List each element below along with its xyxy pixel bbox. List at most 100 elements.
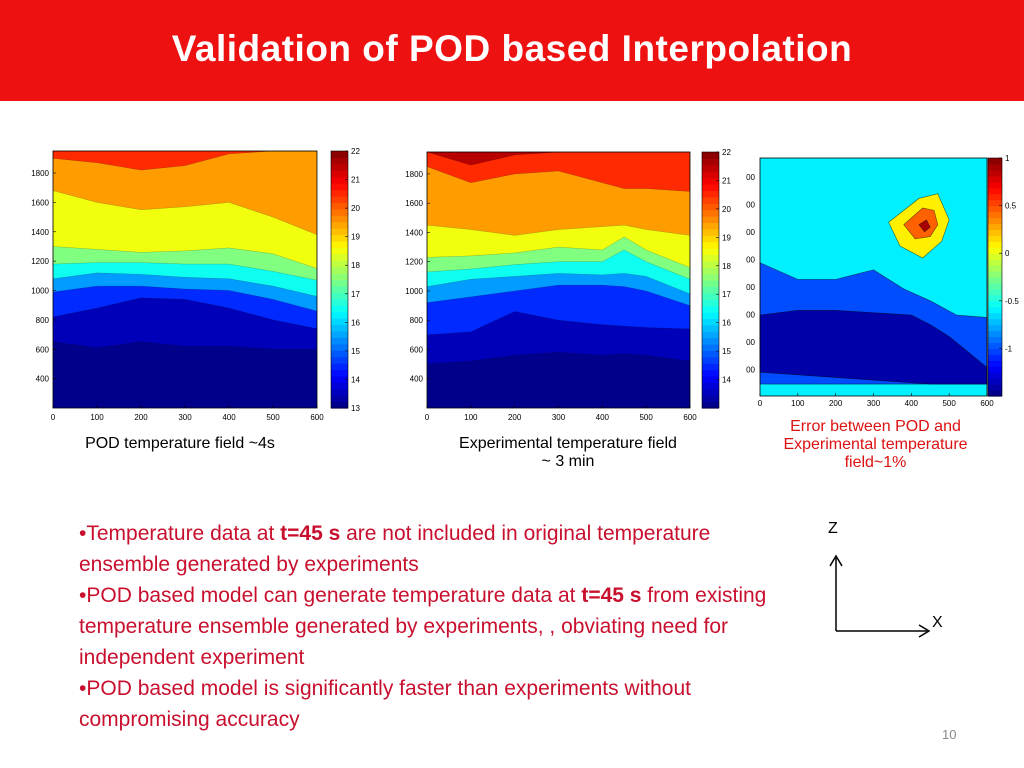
colorbar-segment xyxy=(331,253,348,261)
bullet-list: •Temperature data at t=45 s are not incl… xyxy=(79,518,799,735)
colorbar-segment xyxy=(702,292,719,300)
colorbar-segment xyxy=(702,190,719,198)
colorbar-segment xyxy=(331,215,348,223)
colorbar-tick-label: 17 xyxy=(351,290,360,299)
colorbar-segment xyxy=(988,277,1002,284)
colorbar-segment xyxy=(702,280,719,287)
colorbar-segment xyxy=(331,221,348,229)
experimental-temperature-plot: 0 100 200 300 400 500 600 400 600 800 1000 1200 1400… xyxy=(375,140,745,422)
colorbar-segment xyxy=(331,401,348,409)
colorbar-segment xyxy=(702,369,719,377)
colorbar-segment xyxy=(331,228,348,236)
colorbar-segment xyxy=(988,187,1002,195)
colorbar-tick-label: 16 xyxy=(722,319,731,328)
colorbar-tick-label: 14 xyxy=(722,376,731,385)
colorbar-segment xyxy=(331,337,348,345)
z-axis-label: Z xyxy=(828,520,838,537)
contour-level xyxy=(53,151,317,171)
colorbar-tick-label: 15 xyxy=(351,347,360,356)
colorbar-segment xyxy=(988,229,1002,236)
colorbar-tick-label: 22 xyxy=(722,148,731,157)
colorbar-segment xyxy=(331,189,348,197)
error-caption-line1: Error between POD and xyxy=(790,418,961,435)
colorbar-frame xyxy=(987,157,1003,397)
pod-temperature-plot: 0 100 200 300 400 500 600 400 600 800 1000 1200 1400… xyxy=(0,140,370,422)
x-tick-label: 400 xyxy=(905,399,919,408)
y-tick-label: 1000 xyxy=(405,287,423,296)
bullet-bold: t=45 s xyxy=(280,522,341,545)
colorbar-segment xyxy=(988,211,1002,219)
colorbar-segment xyxy=(702,401,719,409)
colorbar-segment xyxy=(988,217,1002,225)
colorbar-segment xyxy=(331,343,348,351)
y-tick-label: 00 xyxy=(746,228,755,237)
colorbar-tick-label: 19 xyxy=(351,233,360,242)
x-tick-label: 0 xyxy=(758,399,763,408)
colorbar-segment xyxy=(988,378,1002,385)
colorbar-segment xyxy=(988,247,1002,254)
colorbar-segment xyxy=(702,376,719,383)
x-arrowhead xyxy=(918,624,931,638)
experimental-caption-line1: Experimental temperature field xyxy=(459,435,677,452)
colorbar-segment xyxy=(988,181,1002,189)
colorbar-segment xyxy=(988,241,1002,248)
colorbar-segment xyxy=(988,235,1002,242)
colorbar-segment xyxy=(331,195,348,203)
colorbar-segment xyxy=(702,324,719,332)
bullet-text: •Temperature data at xyxy=(79,522,281,545)
y-tick-label: 00 xyxy=(746,201,755,210)
bullet-bold: t=45 s xyxy=(581,584,642,607)
colorbar-segment xyxy=(331,395,348,403)
colorbar-segment xyxy=(702,177,719,185)
y-tick-label: 600 xyxy=(410,345,424,354)
colorbar-segment xyxy=(331,388,348,396)
x-axis-label: X xyxy=(932,614,943,631)
bullet-item: •Temperature data at t=45 s are not incl… xyxy=(79,518,799,580)
colorbar-segment xyxy=(988,253,1002,260)
experimental-caption-line2: ~ 3 min xyxy=(541,453,595,470)
y-tick-label: 1400 xyxy=(405,228,423,237)
colorbar-segment xyxy=(331,350,348,358)
colorbar-segment xyxy=(702,260,719,268)
colorbar-segment xyxy=(988,306,1002,314)
x-tick-label: 400 xyxy=(596,413,610,422)
colorbar-segment xyxy=(702,222,719,230)
colorbar-segment xyxy=(331,163,348,171)
x-tick-label: 100 xyxy=(90,413,104,422)
colorbar-segment xyxy=(702,331,719,339)
colorbar-segment xyxy=(331,311,348,319)
colorbar-segment xyxy=(331,208,348,216)
colorbar-segment xyxy=(702,235,719,243)
colorbar-segment xyxy=(702,382,719,390)
colorbar-frame xyxy=(701,151,720,409)
y-tick-label: 1800 xyxy=(405,170,423,179)
y-tick-label: 00 xyxy=(746,256,755,265)
colorbar-segment xyxy=(988,288,1002,296)
y-tick-label: 400 xyxy=(410,375,424,384)
y-tick-label: 400 xyxy=(36,375,50,384)
colorbar-segment xyxy=(988,282,1002,290)
colorbar-segment xyxy=(331,356,348,364)
bullet-item: •POD based model is significantly faster… xyxy=(79,673,799,735)
contour-level xyxy=(427,152,690,192)
colorbar-tick-label: 19 xyxy=(722,233,731,242)
colorbar-segment xyxy=(702,395,719,403)
colorbar-segment xyxy=(702,388,719,396)
colorbar-segment xyxy=(988,342,1002,349)
colorbar-segment xyxy=(331,298,348,306)
x-tick-label: 300 xyxy=(552,413,566,422)
colorbar-segment xyxy=(702,152,719,159)
colorbar-tick-label: 22 xyxy=(351,147,360,156)
colorbar-tick-label: 18 xyxy=(722,262,731,271)
bullet-text: •POD based model is significantly faster… xyxy=(79,677,691,731)
colorbar-segment xyxy=(988,318,1002,326)
x-tick-label: 0 xyxy=(425,413,430,422)
colorbar-segment xyxy=(702,196,719,204)
colorbar-tick-label: 21 xyxy=(351,176,360,185)
colorbar-segment xyxy=(702,241,719,249)
colorbar-segment xyxy=(331,170,348,178)
colorbar-segment xyxy=(702,158,719,166)
colorbar-segment xyxy=(702,209,719,217)
pod-temperature-chart: 0 100 200 300 400 500 600 400 600 800 1000 1200 1400… xyxy=(31,147,360,422)
y-tick-label: 00 xyxy=(746,366,755,375)
